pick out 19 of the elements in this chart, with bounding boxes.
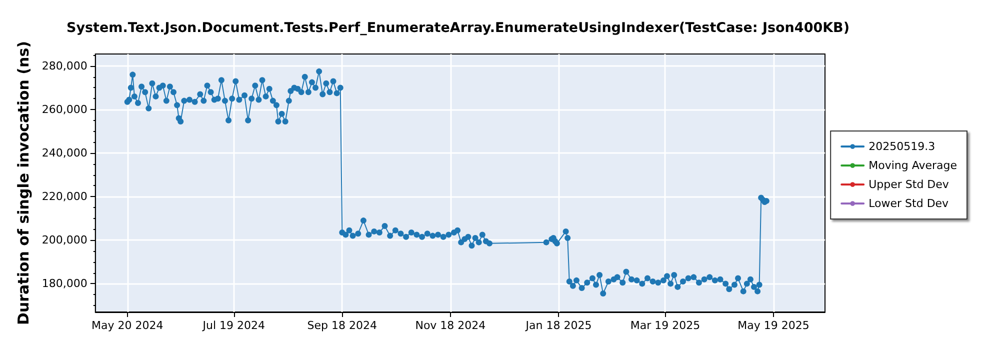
x-tick-label: Jul 19 2024 bbox=[202, 319, 265, 332]
x-tick-label: Sep 18 2024 bbox=[307, 319, 377, 332]
y-axis-title: Duration of single invocation (ns) bbox=[14, 41, 32, 325]
y-tick-label: 240,000 bbox=[42, 146, 88, 160]
y-tick-label: 260,000 bbox=[42, 103, 88, 116]
legend-label: Upper Std Dev bbox=[868, 178, 950, 191]
legend-label: 20250519.3 bbox=[868, 140, 936, 153]
legend-label: Lower Std Dev bbox=[868, 197, 950, 210]
y-tick-label: 280,000 bbox=[42, 59, 88, 72]
chart-title: System.Text.Json.Document.Tests.Perf_EnumerateArray.EnumerateUsingIndexer(TestCase: Json400KB) bbox=[66, 20, 850, 36]
y-tick-label: 200,000 bbox=[42, 234, 88, 247]
x-tick-label: Nov 18 2024 bbox=[415, 319, 486, 332]
y-tick-label: 220,000 bbox=[42, 190, 88, 204]
x-tick-label: Jan 18 2025 bbox=[524, 319, 592, 332]
legend-label: Moving Average bbox=[868, 159, 958, 172]
x-tick-label: May 20 2024 bbox=[91, 319, 164, 332]
y-tick-label: 180,000 bbox=[42, 277, 88, 290]
x-tick-label: May 19 2025 bbox=[738, 319, 810, 332]
x-tick-label: Mar 19 2025 bbox=[630, 319, 700, 332]
